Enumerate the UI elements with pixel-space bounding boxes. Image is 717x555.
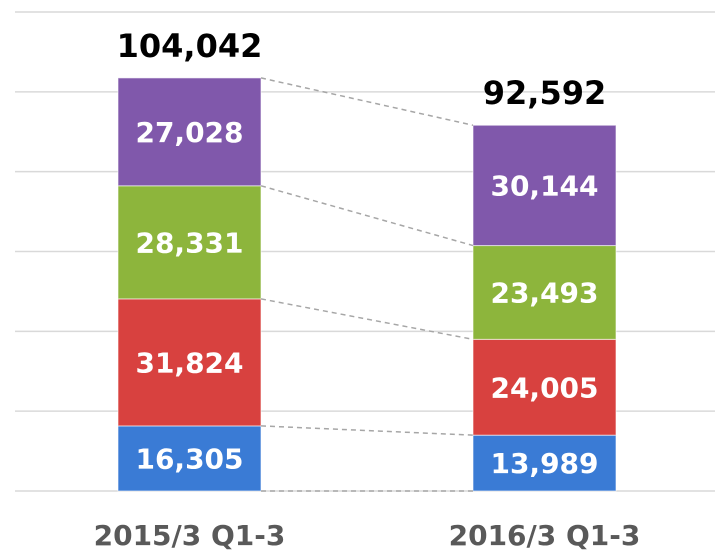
- bar-segment: [117, 185, 262, 300]
- data-label: 16,305: [135, 442, 243, 475]
- data-label: 24,005: [490, 371, 598, 404]
- bar-segment: [472, 124, 617, 247]
- total-label: 104,042: [117, 27, 263, 65]
- bar-segment: [117, 298, 262, 427]
- data-label: 23,493: [490, 276, 598, 309]
- connector-line: [260, 185, 474, 247]
- data-label: 13,989: [490, 447, 598, 480]
- data-label: 30,144: [490, 169, 598, 202]
- bar-segment: [472, 338, 617, 436]
- bar-segment: [472, 245, 617, 340]
- connector-line: [260, 77, 474, 126]
- x-tick-label: 2016/3 Q1-3: [449, 519, 641, 552]
- bar-segment: [117, 77, 262, 187]
- total-label: 92,592: [483, 74, 606, 112]
- x-tick-label: 2015/3 Q1-3: [94, 519, 286, 552]
- data-label: 27,028: [135, 116, 243, 149]
- connector-line: [260, 425, 474, 436]
- bar-segment: [117, 425, 262, 492]
- data-label: 31,824: [135, 346, 243, 379]
- bar-segment: [472, 434, 617, 492]
- data-label: 28,331: [135, 226, 243, 259]
- connector-line: [260, 298, 474, 341]
